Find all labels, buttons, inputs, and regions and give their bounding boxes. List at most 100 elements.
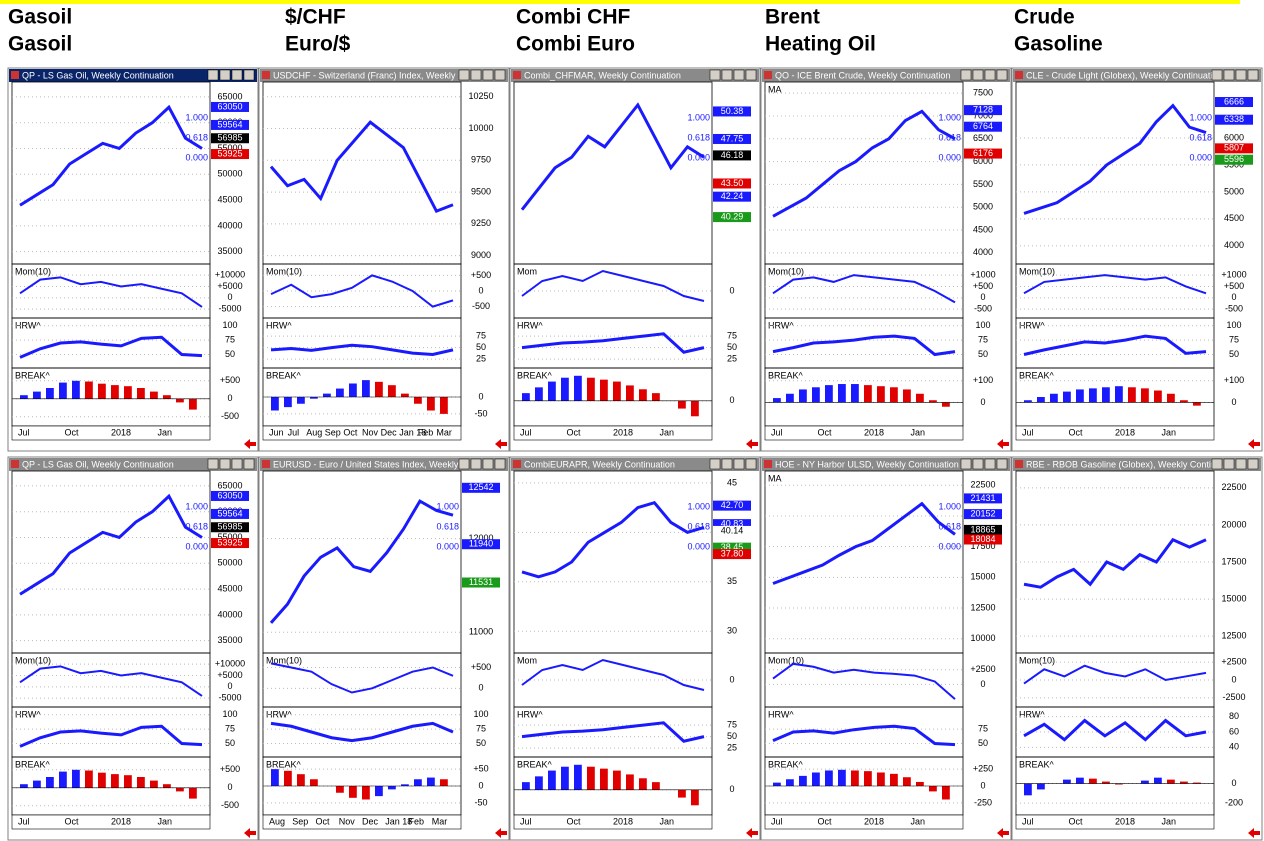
scroll-arrow[interactable]: [997, 828, 1009, 838]
scroll-arrow[interactable]: [244, 828, 256, 838]
window-button[interactable]: [709, 458, 721, 470]
y-tick-label: 17500: [970, 541, 995, 551]
window-button[interactable]: [721, 69, 733, 81]
break-bar: [137, 777, 145, 788]
app-icon: [1015, 71, 1023, 79]
window-button[interactable]: [470, 458, 482, 470]
window-button[interactable]: [482, 69, 494, 81]
scroll-arrow[interactable]: [746, 439, 758, 449]
break-bar: [111, 385, 119, 399]
x-tick-label: 2018: [864, 816, 884, 826]
window-button[interactable]: [1223, 458, 1235, 470]
window-button[interactable]: [494, 69, 506, 81]
x-tick-label: Jan: [1162, 427, 1177, 437]
title-bar: [9, 69, 257, 82]
break-bar: [587, 377, 595, 401]
chart-window: USDCHF - Switzerland (Franc) Index, Week…: [258, 67, 510, 452]
chart-window: QP - LS Gas Oil, Weekly Continuation 6500…: [7, 456, 259, 841]
break-bar: [1024, 400, 1032, 403]
y-tick-label: 60: [1229, 726, 1239, 736]
window-button[interactable]: [1211, 69, 1223, 81]
window-button[interactable]: [984, 458, 996, 470]
break-bar: [176, 398, 184, 403]
y-tick-label: 0: [980, 292, 985, 302]
window-button[interactable]: [709, 69, 721, 81]
y-tick-label: 30: [727, 626, 737, 636]
window-button[interactable]: [207, 69, 219, 81]
scroll-arrow[interactable]: [1248, 828, 1260, 838]
window-button[interactable]: [231, 458, 243, 470]
break-bar: [1141, 388, 1149, 403]
x-tick-label: Jan: [660, 427, 675, 437]
y-tick-label: +5000: [217, 281, 242, 291]
price-box-label: 6338: [1224, 114, 1244, 124]
break-bar: [825, 385, 833, 403]
break-bar: [639, 778, 647, 790]
y-tick-label: 15000: [1221, 593, 1246, 603]
break-bar: [189, 787, 197, 799]
y-tick-label: 50: [476, 342, 486, 352]
window-button[interactable]: [996, 458, 1008, 470]
window-button[interactable]: [1247, 458, 1259, 470]
window-button[interactable]: [219, 458, 231, 470]
window-button[interactable]: [960, 458, 972, 470]
window-button[interactable]: [1211, 458, 1223, 470]
window-button[interactable]: [984, 69, 996, 81]
y-tick-label: 75: [225, 335, 235, 345]
series-line: [772, 662, 956, 700]
window-button[interactable]: [458, 458, 470, 470]
window-button[interactable]: [458, 69, 470, 81]
window-frame: [7, 456, 259, 841]
scroll-arrow[interactable]: [495, 439, 507, 449]
window-button[interactable]: [1235, 458, 1247, 470]
window-button[interactable]: [243, 458, 255, 470]
price-box-label: 6764: [973, 121, 993, 131]
fib-label: 1.000: [185, 501, 208, 511]
window-button[interactable]: [1247, 69, 1259, 81]
window-button[interactable]: [960, 69, 972, 81]
fib-label: 0.618: [185, 521, 208, 531]
break-bar: [574, 375, 582, 401]
window-button[interactable]: [996, 69, 1008, 81]
window-button[interactable]: [1223, 69, 1235, 81]
window-button[interactable]: [482, 458, 494, 470]
pane-label: Mom(10): [768, 655, 804, 665]
window-button[interactable]: [972, 69, 984, 81]
y-tick-label: 50: [225, 738, 235, 748]
scroll-arrow[interactable]: [1248, 439, 1260, 449]
x-tick-label: Jul: [18, 427, 30, 437]
break-bar: [600, 379, 608, 401]
window-button[interactable]: [1235, 69, 1247, 81]
break-bar: [786, 779, 794, 786]
scroll-arrow[interactable]: [244, 439, 256, 449]
window-button[interactable]: [243, 69, 255, 81]
break-bar: [799, 775, 807, 786]
window-button[interactable]: [745, 69, 757, 81]
scroll-arrow[interactable]: [746, 828, 758, 838]
y-tick-label: 55000: [217, 143, 242, 153]
x-axis: [1015, 425, 1215, 441]
window-button[interactable]: [470, 69, 482, 81]
y-tick-label: -500: [221, 800, 239, 810]
window-button[interactable]: [231, 69, 243, 81]
x-tick-label: 2018: [613, 816, 633, 826]
chart-window: HOE - NY Harbor ULSD, Weekly Continuatio…: [760, 456, 1012, 841]
x-tick-label: Jul: [771, 816, 783, 826]
window-button[interactable]: [745, 458, 757, 470]
price-box: [964, 509, 1002, 520]
y-tick-label: 50: [727, 342, 737, 352]
price-box-label: 38.45: [721, 542, 744, 552]
window-button[interactable]: [733, 458, 745, 470]
window-button[interactable]: [721, 458, 733, 470]
scroll-arrow[interactable]: [495, 828, 507, 838]
window-button[interactable]: [207, 458, 219, 470]
chart-window: QO - ICE Brent Crude, Weekly Continuatio…: [760, 67, 1012, 452]
window-button[interactable]: [494, 458, 506, 470]
fib-label: 0.000: [687, 541, 710, 551]
y-tick-label: 50: [476, 738, 486, 748]
window-button[interactable]: [972, 458, 984, 470]
scroll-arrow[interactable]: [997, 439, 1009, 449]
window-button[interactable]: [733, 69, 745, 81]
window-button[interactable]: [219, 69, 231, 81]
break-bar: [1037, 397, 1045, 403]
